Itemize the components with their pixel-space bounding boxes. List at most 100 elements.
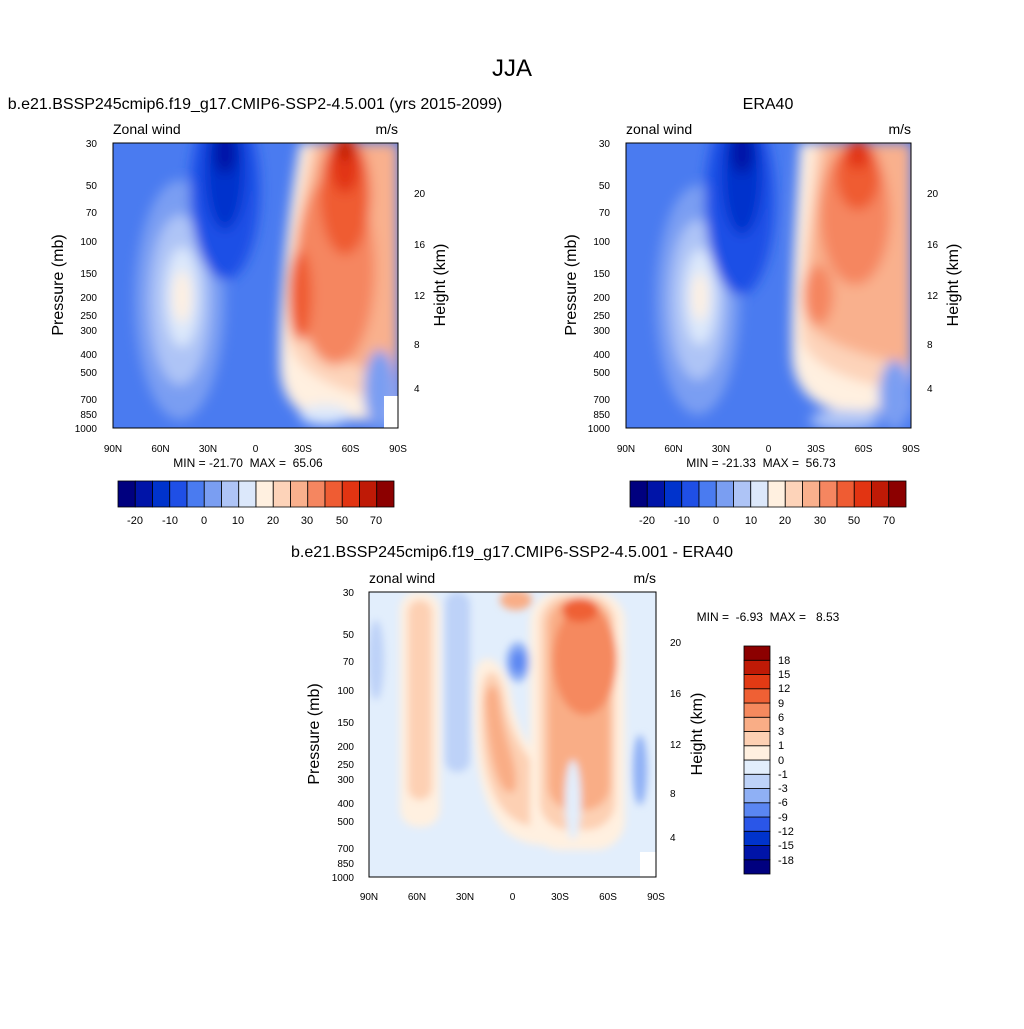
pressure-tick: 250 <box>337 760 354 771</box>
height-tick: 4 <box>414 384 420 395</box>
colorbar-label: 30 <box>301 515 313 527</box>
panel-diff-colorbar-labels: 18 15 12 9 6 3 1 0 -1 -3 -6 -9 -12 -15 -… <box>778 655 794 867</box>
panel-diff-left-label: zonal wind <box>369 570 435 586</box>
height-tick: 16 <box>927 240 939 251</box>
colorbar-label: 15 <box>778 669 790 681</box>
height-tick: 4 <box>927 384 933 395</box>
colorbar-swatch <box>743 731 771 747</box>
pressure-tick: 70 <box>86 208 98 219</box>
colorbar-label: -10 <box>162 515 178 527</box>
pressure-tick: 150 <box>80 269 97 280</box>
panel-model-left-label: Zonal wind <box>113 121 181 137</box>
colorbar-label: 6 <box>778 712 784 724</box>
panel-era40-colorbar-labels: -20 -10 0 10 20 30 50 70 <box>639 515 895 527</box>
pressure-tick: 200 <box>80 293 97 304</box>
panel-diff-colorbar <box>743 645 771 875</box>
colorbar-swatch <box>743 816 771 832</box>
colorbar-label: -6 <box>778 797 788 809</box>
panel-model-colorbar-labels: -20 -10 0 10 20 30 50 70 <box>127 515 382 527</box>
pressure-tick: 850 <box>593 410 610 421</box>
colorbar-swatch <box>117 480 136 508</box>
colorbar-swatch <box>255 480 274 508</box>
x-tick: 60S <box>855 444 873 455</box>
colorbar-label: -10 <box>674 515 690 527</box>
colorbar-label: 1 <box>778 740 784 752</box>
height-tick: 20 <box>670 638 682 649</box>
pressure-tick: 150 <box>593 269 610 280</box>
pressure-tick: 300 <box>593 326 610 337</box>
panel-model-axes: 90N 60N 30N 0 30S 60S 90S 30 50 70 100 1… <box>50 139 449 470</box>
colorbar-swatch <box>836 480 855 508</box>
panel-era40-frame <box>625 142 912 429</box>
colorbar-label: -20 <box>639 515 655 527</box>
x-tick: 30N <box>456 892 474 903</box>
colorbar-swatch <box>376 480 395 508</box>
pressure-tick: 200 <box>593 293 610 304</box>
colorbar-label: 20 <box>267 515 279 527</box>
panel-era40-axes: 90N 60N 30N 0 30S 60S 90S 30 50 70 100 1… <box>563 139 962 470</box>
height-tick: 8 <box>670 789 676 800</box>
colorbar-swatch <box>743 830 771 846</box>
colorbar-label: 10 <box>745 515 757 527</box>
page-title: JJA <box>492 55 532 82</box>
pressure-tick: 150 <box>337 718 354 729</box>
x-tick: 60N <box>151 444 169 455</box>
colorbar-swatch <box>743 788 771 804</box>
x-tick: 90S <box>647 892 665 903</box>
panel-diff-minmax: MIN = -6.93 MAX = 8.53 <box>697 610 840 624</box>
colorbar-label: -18 <box>778 855 794 867</box>
colorbar-swatch <box>238 480 257 508</box>
colorbar-swatch <box>186 480 205 508</box>
pressure-tick: 850 <box>80 410 97 421</box>
x-tick: 0 <box>510 892 516 903</box>
pressure-tick: 850 <box>337 859 354 870</box>
colorbar-swatch <box>743 645 771 661</box>
colorbar-label: 12 <box>778 683 790 695</box>
pressure-tick: 700 <box>80 395 97 406</box>
colorbar-swatch <box>203 480 222 508</box>
pressure-tick: 1000 <box>332 873 355 884</box>
panel-diff-height-label: Height (km) <box>689 693 706 776</box>
colorbar-swatch <box>272 480 291 508</box>
colorbar-label: 70 <box>883 515 895 527</box>
x-tick: 90S <box>902 444 920 455</box>
x-tick: 0 <box>766 444 772 455</box>
colorbar-swatch <box>307 480 326 508</box>
panel-diff-contour-field <box>369 592 656 877</box>
panel-model-pressure-label: Pressure (mb) <box>50 234 67 335</box>
panel-diff-axes: 90N 60N 30N 0 30S 60S 90S 30 50 70 100 1… <box>306 588 840 903</box>
colorbar-label: 10 <box>232 515 244 527</box>
colorbar-swatch <box>743 674 771 690</box>
panel-era40-height-ticks: 20 16 12 8 4 <box>927 189 939 395</box>
panel-diff-pressure-ticks: 30 50 70 100 150 200 250 300 400 500 700… <box>332 588 355 884</box>
pressure-tick: 500 <box>593 368 610 379</box>
panel-era40-title: ERA40 <box>743 96 794 113</box>
panel-diff-x-ticks: 90N 60N 30N 0 30S 60S 90S <box>360 892 665 903</box>
x-tick: 30N <box>199 444 217 455</box>
colorbar-swatch <box>853 480 872 508</box>
colorbar-swatch <box>743 859 771 875</box>
x-tick: 30S <box>807 444 825 455</box>
colorbar-swatch <box>819 480 838 508</box>
colorbar-swatch <box>784 480 803 508</box>
colorbar-swatch <box>888 480 907 508</box>
colorbar-swatch <box>152 480 171 508</box>
panel-model-pressure-ticks: 30 50 70 100 150 200 250 300 400 500 700… <box>75 139 98 435</box>
pressure-tick: 200 <box>337 742 354 753</box>
colorbar-label: 50 <box>848 515 860 527</box>
x-tick: 90N <box>617 444 635 455</box>
x-tick: 60S <box>342 444 360 455</box>
pressure-tick: 1000 <box>75 424 98 435</box>
pressure-tick: 250 <box>80 311 97 322</box>
x-tick: 60N <box>664 444 682 455</box>
panel-era40-height-label: Height (km) <box>945 244 962 327</box>
pressure-tick: 100 <box>337 686 354 697</box>
pressure-tick: 50 <box>599 181 611 192</box>
panel-era40-left-label: zonal wind <box>626 121 692 137</box>
colorbar-swatch <box>743 659 771 675</box>
colorbar-label: 18 <box>778 655 790 667</box>
panel-diff-units: m/s <box>633 570 656 586</box>
colorbar-label: -15 <box>778 840 794 852</box>
colorbar-swatch <box>871 480 890 508</box>
pressure-tick: 500 <box>80 368 97 379</box>
